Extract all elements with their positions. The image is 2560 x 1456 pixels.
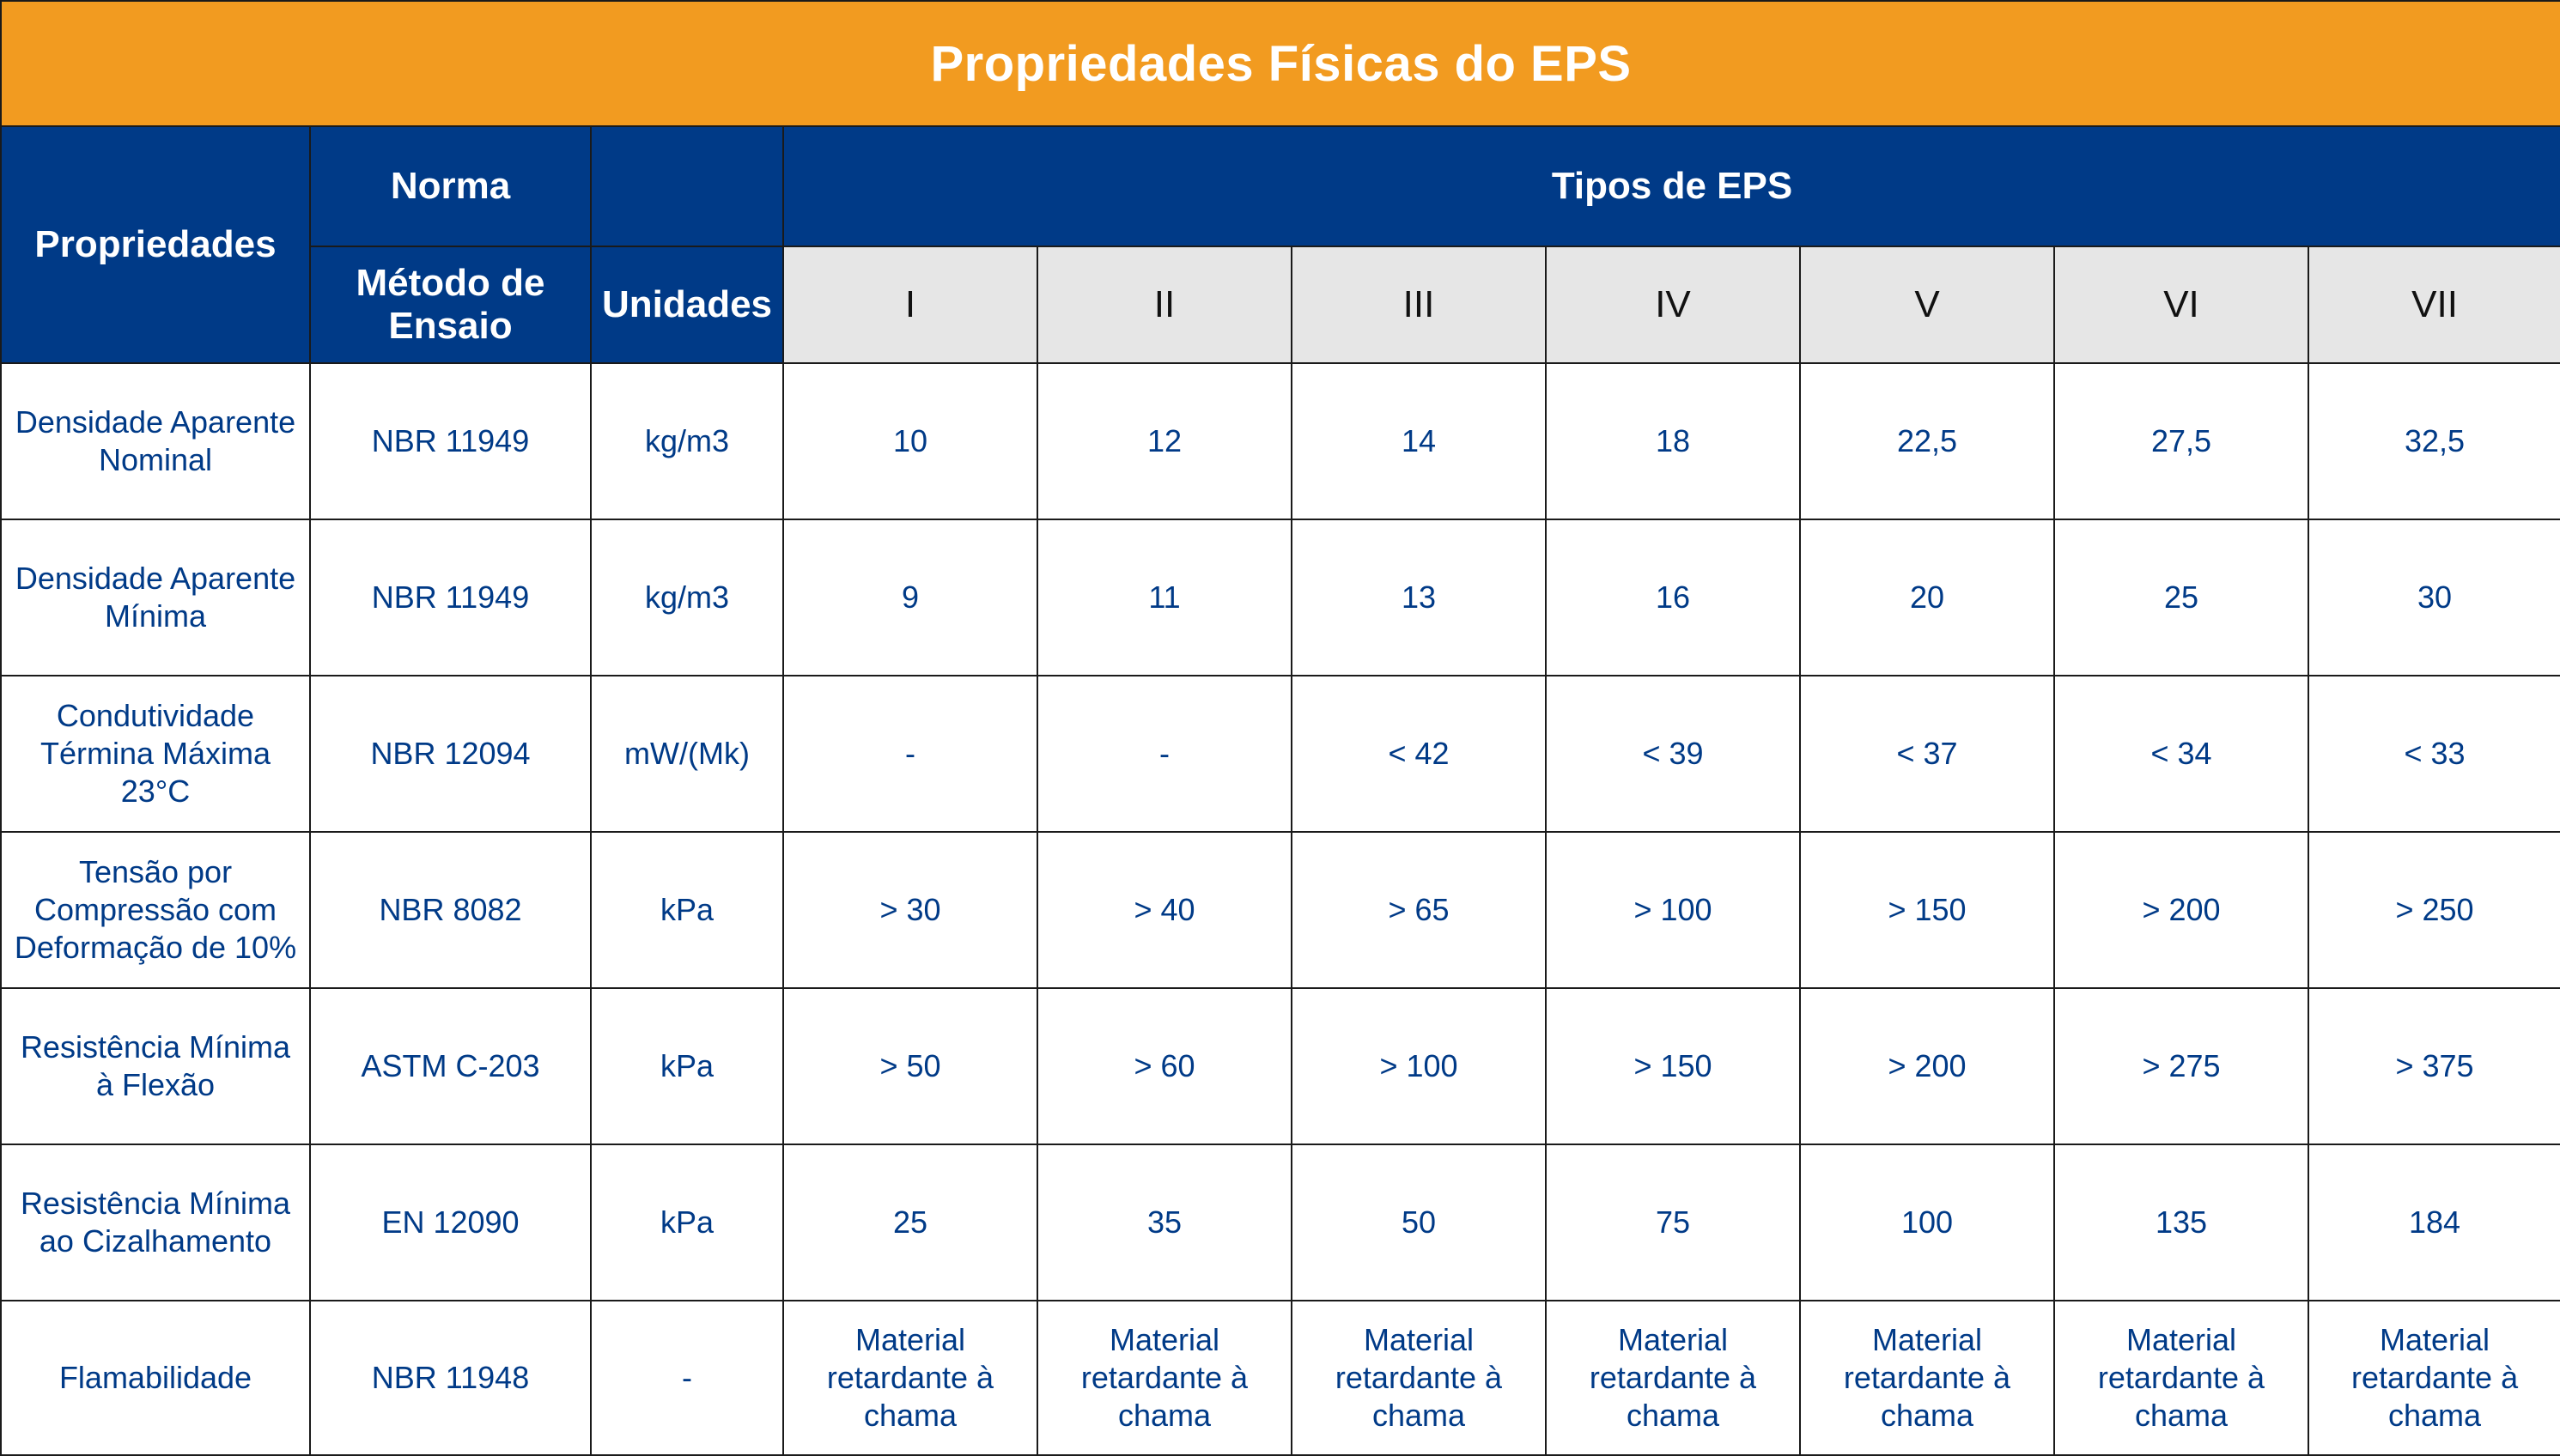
value-cell: < 37 [1799, 675, 2055, 833]
value-cell: < 33 [2307, 675, 2560, 833]
value-cell: Material retardante à chama [2053, 1300, 2309, 1456]
value-cell: 11 [1037, 519, 1292, 676]
value-cell: 12 [1037, 362, 1292, 520]
header-type-iii: III [1291, 246, 1547, 364]
table-row: Densidade Aparente Nominal NBR 11949 kg/… [0, 362, 2560, 520]
value-cell: 100 [1799, 1144, 2055, 1301]
header-metodo-ensaio: Método de Ensaio [309, 246, 592, 364]
value-cell: > 200 [2053, 831, 2309, 989]
header-type-v: V [1799, 246, 2055, 364]
value-cell: > 60 [1037, 987, 1292, 1145]
property-cell: Densidade Aparente Mínima [0, 519, 311, 676]
unit-cell: kg/m3 [590, 362, 784, 520]
value-cell: > 65 [1291, 831, 1547, 989]
value-cell: Material retardante à chama [1037, 1300, 1292, 1456]
value-cell: > 250 [2307, 831, 2560, 989]
header-tipos-eps: Tipos de EPS [781, 125, 2560, 247]
value-cell: > 100 [1291, 987, 1547, 1145]
unit-cell: kPa [590, 831, 784, 989]
value-cell: Material retardante à chama [1799, 1300, 2055, 1456]
table-row: Tensão por Compressão com Deformação de … [0, 831, 2560, 989]
value-cell: 50 [1291, 1144, 1547, 1301]
header-propriedades: Propriedades [0, 125, 311, 364]
value-cell: 184 [2307, 1144, 2560, 1301]
value-cell: > 40 [1037, 831, 1292, 989]
value-cell: - [782, 675, 1038, 833]
value-cell: > 275 [2053, 987, 2309, 1145]
unit-cell: kPa [590, 1144, 784, 1301]
header-type-i: I [782, 246, 1038, 364]
value-cell: Material retardante à chama [1545, 1300, 1801, 1456]
value-cell: 22,5 [1799, 362, 2055, 520]
value-cell: > 375 [2307, 987, 2560, 1145]
value-cell: > 200 [1799, 987, 2055, 1145]
property-cell: Tensão por Compressão com Deformação de … [0, 831, 311, 989]
value-cell: < 42 [1291, 675, 1547, 833]
unit-cell: kPa [590, 987, 784, 1145]
value-cell: 25 [782, 1144, 1038, 1301]
method-cell: NBR 11949 [309, 362, 592, 520]
value-cell: - [1037, 675, 1292, 833]
value-cell: 13 [1291, 519, 1547, 676]
header-type-ii: II [1037, 246, 1292, 364]
value-cell: Material retardante à chama [782, 1300, 1038, 1456]
value-cell: > 30 [782, 831, 1038, 989]
value-cell: 20 [1799, 519, 2055, 676]
header-unidades: Unidades [590, 246, 784, 364]
property-cell: Resistência Mínima ao Cizalhamento [0, 1144, 311, 1301]
value-cell: 16 [1545, 519, 1801, 676]
header-norma: Norma [309, 125, 592, 247]
unit-cell: kg/m3 [590, 519, 784, 676]
value-cell: 9 [782, 519, 1038, 676]
header-type-vii: VII [2307, 246, 2560, 364]
table-row: Densidade Aparente Mínima NBR 11949 kg/m… [0, 519, 2560, 676]
method-cell: EN 12090 [309, 1144, 592, 1301]
value-cell: < 34 [2053, 675, 2309, 833]
value-cell: > 100 [1545, 831, 1801, 989]
property-cell: Flamabilidade [0, 1300, 311, 1456]
value-cell: 30 [2307, 519, 2560, 676]
table-row: Resistência Mínima ao Cizalhamento EN 12… [0, 1144, 2560, 1301]
value-cell: 32,5 [2307, 362, 2560, 520]
header-row-1: Propriedades Norma Tipos de EPS [0, 125, 2560, 364]
unit-cell: mW/(Mk) [590, 675, 784, 833]
value-cell: 27,5 [2053, 362, 2309, 520]
value-cell: > 150 [1799, 831, 2055, 989]
value-cell: 35 [1037, 1144, 1292, 1301]
value-cell: 25 [2053, 519, 2309, 676]
method-cell: NBR 11949 [309, 519, 592, 676]
value-cell: Material retardante à chama [2307, 1300, 2560, 1456]
value-cell: 18 [1545, 362, 1801, 520]
header-type-iv: IV [1545, 246, 1801, 364]
method-cell: ASTM C-203 [309, 987, 592, 1145]
method-cell: NBR 11948 [309, 1300, 592, 1456]
header-unidades-top [590, 125, 784, 247]
header-row-2: Método de Ensaio Unidades I II III IV V … [1, 246, 2560, 364]
header-type-vi: VI [2053, 246, 2309, 364]
method-cell: NBR 12094 [309, 675, 592, 833]
table-title: Propriedades Físicas do EPS [0, 0, 2560, 127]
value-cell: 135 [2053, 1144, 2309, 1301]
value-cell: > 150 [1545, 987, 1801, 1145]
property-cell: Condutividade Términa Máxima 23°C [0, 675, 311, 833]
table-row: Condutividade Términa Máxima 23°C NBR 12… [0, 675, 2560, 833]
value-cell: 75 [1545, 1144, 1801, 1301]
table-row: Resistência Mínima à Flexão ASTM C-203 k… [0, 987, 2560, 1145]
table-row: Flamabilidade NBR 11948 - Material retar… [0, 1300, 2560, 1456]
value-cell: > 50 [782, 987, 1038, 1145]
title-row: Propriedades Físicas do EPS [0, 0, 2560, 127]
value-cell: Material retardante à chama [1291, 1300, 1547, 1456]
value-cell: < 39 [1545, 675, 1801, 833]
unit-cell: - [590, 1300, 784, 1456]
property-cell: Densidade Aparente Nominal [0, 362, 311, 520]
value-cell: 10 [782, 362, 1038, 520]
method-cell: NBR 8082 [309, 831, 592, 989]
value-cell: 14 [1291, 362, 1547, 520]
property-cell: Resistência Mínima à Flexão [0, 987, 311, 1145]
